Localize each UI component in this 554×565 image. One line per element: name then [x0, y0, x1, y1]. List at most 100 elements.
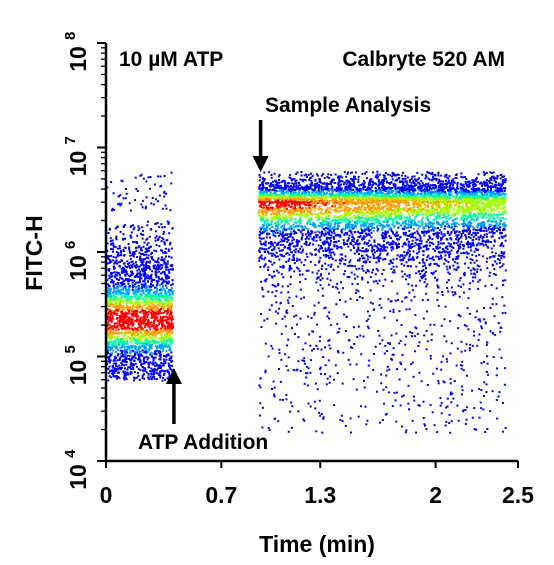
event-dot: [278, 229, 281, 232]
event-dot: [137, 348, 140, 351]
event-dot: [478, 190, 481, 193]
event-dot: [397, 226, 400, 229]
event-dot: [320, 185, 323, 188]
event-dot: [346, 189, 349, 192]
event-dot: [106, 350, 109, 353]
event-dot: [405, 185, 408, 188]
event-dot: [144, 322, 147, 325]
event-dot: [437, 241, 440, 243]
event-dot: [163, 243, 166, 246]
event-dot: [327, 195, 330, 198]
event-dot: [157, 351, 160, 354]
event-dot: [140, 253, 143, 256]
event-dot: [168, 364, 171, 367]
event-dot: [129, 363, 132, 366]
event-dot: [385, 223, 388, 226]
event-dot: [455, 225, 458, 228]
event-dot: [478, 213, 481, 216]
event-dot: [367, 255, 369, 258]
event-dot: [153, 311, 156, 314]
event-dot: [123, 373, 126, 375]
event-dot: [282, 264, 285, 267]
event-dot: [138, 353, 141, 356]
event-dot: [298, 188, 301, 191]
event-dot: [109, 287, 112, 290]
event-dot: [135, 315, 138, 318]
event-dot: [462, 209, 465, 212]
event-dot: [464, 193, 467, 196]
event-dot: [281, 186, 283, 189]
event-dot: [352, 201, 354, 204]
event-dot: [147, 261, 150, 264]
event-dot: [499, 183, 502, 186]
event-dot: [261, 208, 264, 211]
event-dot: [392, 195, 395, 198]
event-dot: [502, 223, 504, 226]
event-dot: [267, 247, 270, 250]
event-dot: [163, 310, 166, 313]
event-dot: [164, 273, 167, 276]
event-dot: [128, 246, 131, 249]
event-dot: [340, 189, 343, 192]
event-dot: [119, 337, 122, 340]
event-dot: [144, 369, 147, 372]
event-dot: [390, 197, 393, 200]
event-dot: [449, 266, 451, 269]
event-dot: [122, 238, 125, 241]
event-dot: [447, 212, 450, 215]
event-dot: [126, 266, 129, 269]
event-dot: [441, 180, 444, 183]
event-dot: [106, 262, 109, 265]
event-dot: [143, 331, 146, 334]
event-dot: [154, 351, 157, 354]
event-dot: [114, 290, 117, 293]
event-dot: [122, 322, 125, 324]
event-dot: [169, 317, 172, 320]
event-dot: [166, 303, 169, 306]
event-dot: [504, 239, 507, 242]
event-dot: [485, 211, 487, 214]
event-dot: [128, 345, 131, 348]
event-dot: [428, 236, 431, 239]
event-dot: [163, 191, 166, 194]
event-dot: [428, 214, 431, 217]
event-dot: [168, 372, 171, 375]
event-dot: [161, 325, 164, 328]
event-dot: [381, 213, 384, 215]
event-dot: [353, 186, 356, 189]
event-dot: [119, 251, 122, 254]
event-dot: [327, 254, 330, 257]
event-dot: [155, 250, 158, 253]
event-dot: [159, 356, 162, 359]
event-dot: [339, 234, 342, 237]
event-dot: [162, 358, 165, 361]
event-dot: [502, 187, 505, 189]
event-dot: [108, 295, 111, 298]
event-dot: [152, 265, 155, 268]
event-dot: [113, 294, 116, 297]
event-dot: [502, 245, 505, 248]
event-dot: [136, 289, 139, 292]
event-dot: [133, 334, 136, 337]
event-dot: [108, 375, 111, 378]
event-dot: [122, 233, 125, 236]
event-dot: [125, 277, 128, 280]
event-dot: [169, 310, 172, 313]
event-dot: [137, 315, 140, 318]
event-dot: [115, 342, 117, 345]
event-dot: [138, 272, 141, 275]
event-dot: [155, 378, 158, 380]
event-dot: [158, 297, 160, 300]
event-dot: [398, 246, 400, 249]
event-dot: [481, 242, 484, 245]
event-dot: [119, 303, 122, 306]
event-dot: [467, 243, 469, 246]
event-dot: [169, 340, 172, 343]
event-dot: [474, 197, 477, 200]
event-dot: [333, 237, 336, 240]
event-dot: [145, 263, 148, 266]
event-dot: [351, 179, 354, 182]
event-dot: [160, 312, 163, 315]
event-dot: [450, 238, 453, 241]
event-dot: [111, 369, 114, 372]
